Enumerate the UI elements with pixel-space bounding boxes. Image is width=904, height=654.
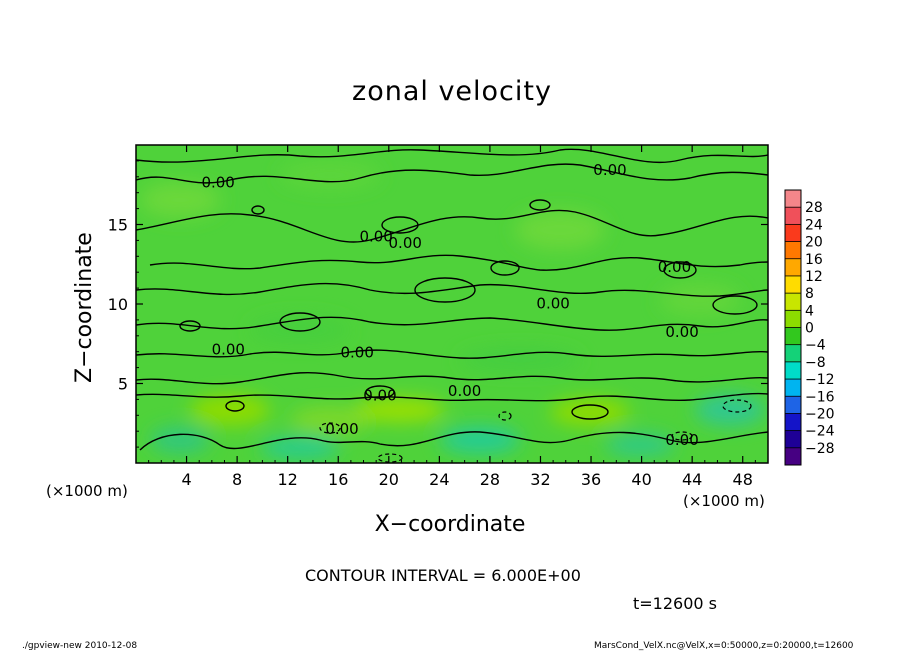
x-tick-label: 36 [581,470,601,489]
contour-label: 0.00 [325,420,358,438]
colorbar-label: −24 [805,424,835,440]
x-tick-label: 48 [733,470,753,489]
x-unit-label-left: (×1000 m) [46,482,128,500]
colorbar-swatch [785,361,801,380]
footer-data-source: MarsCond_VelX.nc@VelX,x=0:50000,z=0:2000… [594,641,854,651]
x-tick-label: 8 [232,470,242,489]
contour-label: 0.00 [665,323,698,341]
colorbar-label: −4 [805,338,826,354]
colorbar-label: 8 [805,286,814,302]
contour-label: 0.00 [536,294,569,312]
x-tick-label: 40 [631,470,651,489]
colorbar-swatch [785,413,801,432]
colorbar-swatch [785,396,801,414]
contour-label: 0.00 [363,387,396,405]
contour-interval-note: CONTOUR INTERVAL = 6.000E+00 [305,566,581,585]
negative-contours [319,399,752,463]
contour-label: 0.00 [359,228,392,246]
x-tick-label: 24 [429,470,449,489]
colorbar-swatch [785,190,801,208]
colorbar-swatch [785,327,801,346]
x-tick-label: 32 [530,470,550,489]
colorbar-swatch [785,241,801,260]
colorbar-swatch [785,207,801,225]
colorbar-label: 4 [805,303,814,319]
y-axis-label: Z−coordinate [72,232,97,383]
contour-label-layer: 0.000.000.000.000.000.000.000.00 0.000.00… [201,161,698,449]
y-tick-label: 15 [108,216,128,235]
x-tick-label: 28 [480,470,500,489]
x-axis-label: X−coordinate [374,512,526,537]
x-tick-label: 20 [379,470,399,489]
contour-label: 0.00 [340,344,373,362]
x-tick-label: 44 [682,470,702,489]
contour-label: 0.00 [665,431,698,449]
x-tick-label: 16 [328,470,348,489]
contour-label: 0.00 [448,382,481,400]
x-tick-label: 12 [278,470,298,489]
colorbar-label: 0 [805,321,814,337]
colorbar-label: −8 [805,355,826,371]
colorbar-label: −16 [805,389,835,405]
colorbar-swatch [785,344,801,363]
colorbar-label: −20 [805,406,835,422]
colorbar-label: 20 [805,235,823,251]
colorbar-swatch [785,293,801,311]
colorbar-swatch [785,379,801,397]
x-unit-label-right: (×1000 m) [683,492,765,510]
colorbar-swatch [785,447,801,466]
y-tick-label: 10 [108,295,128,314]
contour-label: 0.00 [593,161,626,179]
chart-title: zonal velocity [352,76,552,107]
contour-lines [136,148,768,451]
colorbar-label: 28 [805,200,823,216]
colorbar-swatch [785,258,801,277]
colorbar-label: −12 [805,372,835,388]
colorbar-label: −28 [805,441,835,457]
y-tick-label: 5 [118,375,128,394]
colorbar-swatch [785,224,801,243]
colorbar-label: 24 [805,217,823,233]
x-tick-label: 4 [181,470,191,489]
footer-program-date: ./gpview-new 2010-12-08 [22,641,138,651]
contour-label: 0.00 [212,341,245,359]
contour-label: 0.00 [658,258,691,276]
contour-label: 0.00 [201,174,234,192]
colorbar-swatch [785,275,801,294]
colorbar-swatch [785,310,801,328]
colorbar-label: 16 [805,252,823,268]
contour-label: 0.00 [389,234,422,252]
colorbar-label: 12 [805,269,823,285]
time-annotation: t=12600 s [633,594,717,613]
colorbar-swatch [785,430,801,449]
